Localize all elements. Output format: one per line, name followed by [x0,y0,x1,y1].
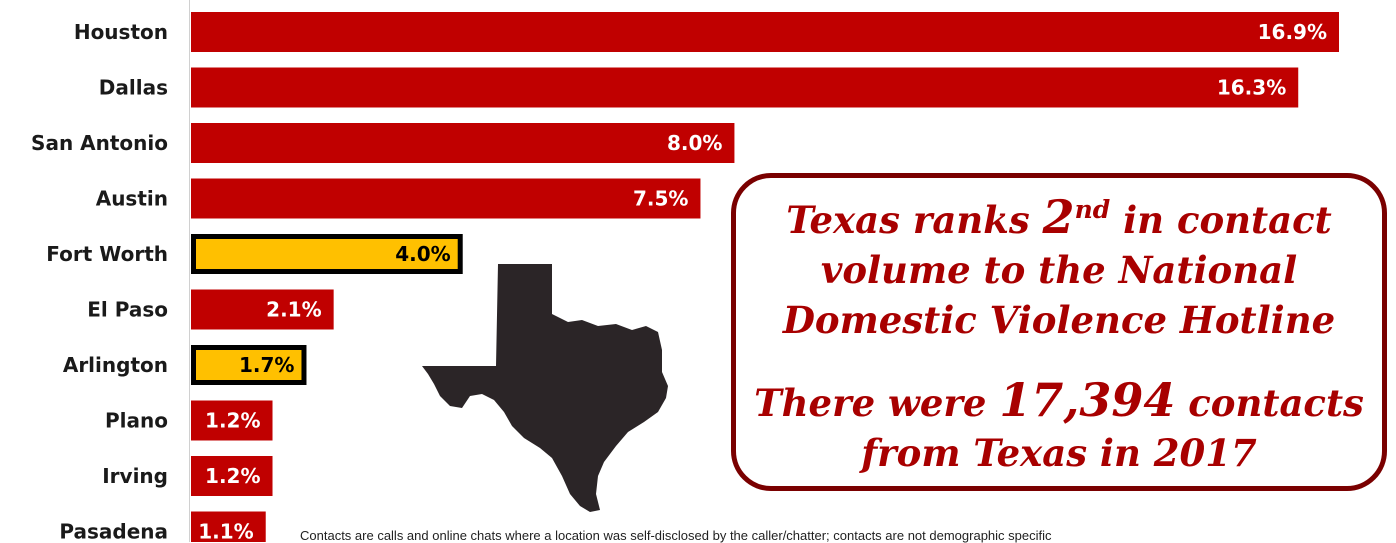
category-label: El Paso [87,298,168,322]
category-label: Austin [96,187,168,211]
bar-austin [191,178,701,219]
category-label: Fort Worth [46,242,168,266]
category-label: Plano [105,409,168,433]
bar-pasadena [191,511,266,542]
footnote: Contacts are calls and online chats wher… [300,528,1052,543]
category-label: Houston [74,20,168,44]
callout-text: in contact volume to the National Domest… [782,198,1336,342]
callout-contacts-statement: There were 17,394 contacts from Texas in… [736,375,1382,478]
value-label: 1.1% [198,520,253,543]
category-label: Irving [102,464,168,488]
callout-box: Texas ranks 2nd in contact volume to the… [731,173,1387,491]
callout-text: Texas ranks [786,198,1043,242]
value-label: 4.0% [395,242,450,266]
bar-san-antonio [191,123,735,163]
category-label: Pasadena [59,520,168,543]
bar-arlington [191,345,307,385]
value-label: 8.0% [667,131,722,155]
bar-plano [191,400,273,441]
category-label: Arlington [63,353,168,377]
bar-houston [191,12,1339,52]
callout-rank-suffix: nd [1074,195,1111,224]
bar-irving [191,456,273,496]
texas-shape [422,264,668,512]
callout-contact-count: 17,394 [999,373,1176,427]
value-label: 1.7% [239,353,294,377]
value-label: 16.3% [1217,76,1286,100]
bar-el-paso [191,289,334,330]
callout-text: contacts from Texas in 2017 [861,381,1364,475]
callout-text: There were [754,381,1000,425]
callout-rank-number: 2 [1042,190,1075,244]
bar-fort-worth [191,234,463,274]
texas-map-icon [422,264,668,512]
value-label: 7.5% [633,187,688,211]
bar-dallas [191,67,1299,108]
category-label: Dallas [99,76,168,100]
value-label: 1.2% [205,409,260,433]
category-label: San Antonio [31,131,168,155]
callout-rank-statement: Texas ranks 2nd in contact volume to the… [736,192,1382,345]
value-label: 1.2% [205,464,260,488]
value-label: 2.1% [266,298,321,322]
value-label: 16.9% [1258,20,1327,44]
